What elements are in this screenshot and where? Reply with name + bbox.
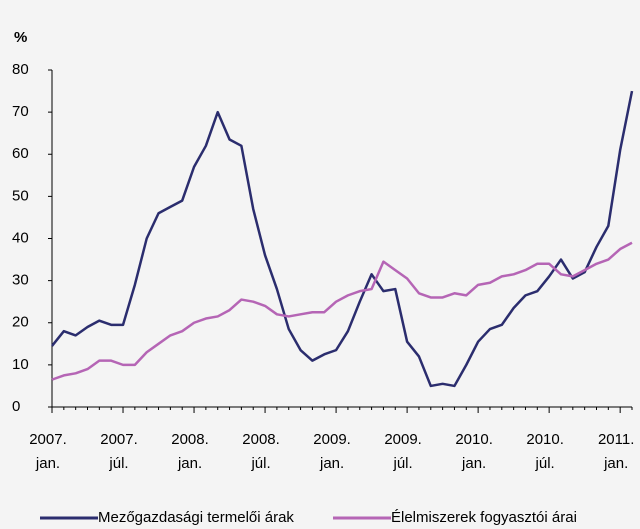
y-tick-label: 20 [12,314,29,331]
y-tick-label: 80 [12,61,29,78]
y-tick-label: 70 [12,103,29,120]
x-tick-label: 2007. júl. [100,431,138,472]
series-line [51,90,634,388]
x-tick-label: 2010. jan. [455,431,493,472]
legend-label: Élelmiszerek fogyasztói árai [391,509,577,526]
y-axis-label: % [14,29,27,46]
x-tick-label: 2009. jan. [313,431,351,472]
y-tick-label: 40 [12,229,29,246]
y-tick-label: 10 [12,356,29,373]
y-tick-label: 60 [12,145,29,162]
legend-label: Mezőgazdasági termelői árak [98,509,294,526]
x-tick-label: 2009. júl. [384,431,422,472]
y-tick-label: 30 [12,272,29,289]
x-tick-label: 2008. júl. [242,431,280,472]
series-line [51,241,633,381]
y-tick-label: 0 [12,398,20,415]
x-tick-label: 2007. jan. [29,431,67,472]
x-tick-label: 2010. júl. [526,431,564,472]
x-tick-label: 2011. jan. [597,431,635,472]
y-tick-label: 50 [12,187,29,204]
x-tick-label: 2008. jan. [171,431,209,472]
